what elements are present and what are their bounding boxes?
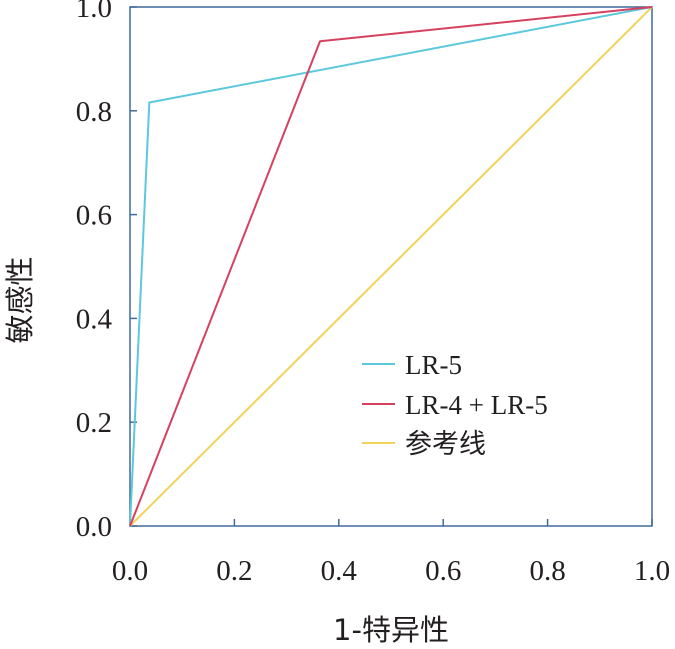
x-tick-label: 0.8 [529, 555, 565, 587]
legend-label-lr4-lr5: LR-4 + LR-5 [405, 390, 548, 420]
y-tick-label: 0.0 [76, 511, 112, 543]
y-tick-label: 0.2 [76, 407, 112, 439]
series-line-reference [129, 6, 653, 527]
y-tick-label: 0.8 [76, 96, 112, 128]
series-line-lr-5 [129, 6, 653, 527]
y-tick-label: 1.0 [76, 0, 112, 24]
legend: LR-5 LR-4 + LR-5 参考线 [362, 350, 548, 460]
x-tick-label: 1.0 [634, 555, 670, 587]
series-line-lr-4-lr-5 [129, 6, 653, 527]
y-tick-label: 0.4 [76, 303, 113, 335]
legend-label-lr5: LR-5 [405, 350, 462, 380]
ticks-layer: 0.0 0.2 0.4 0.6 0.8 1.0 0.0 0.2 0.4 0.6 0.8 1.0 [76, 0, 670, 587]
x-axis-title: 1-特异性 [333, 613, 449, 647]
x-tick-label: 0.6 [425, 555, 461, 587]
plot-frame [129, 6, 653, 527]
y-axis-title: 敏感性 [3, 256, 37, 343]
x-tick-label: 0.4 [321, 555, 358, 587]
y-tick-label: 0.6 [76, 200, 112, 232]
x-tick-label: 0.0 [112, 555, 148, 587]
series-layer [129, 6, 653, 527]
x-tick-label: 0.2 [216, 555, 252, 587]
legend-label-reference: 参考线 [405, 429, 486, 460]
